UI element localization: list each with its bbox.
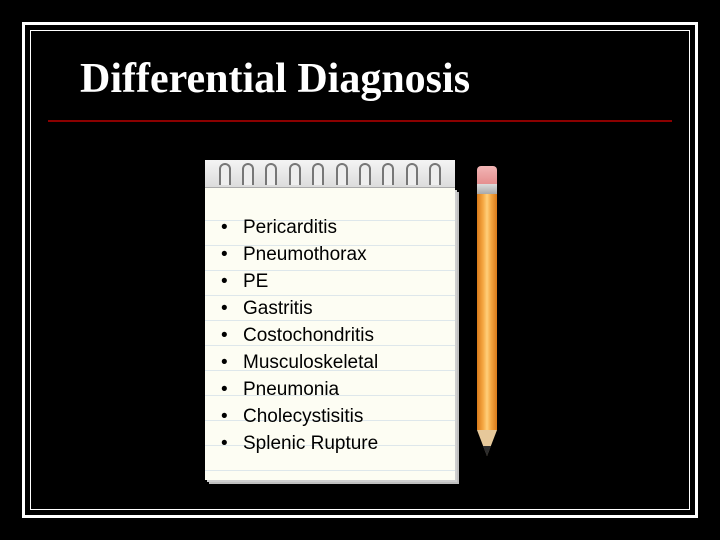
- list-item: PE: [221, 268, 378, 295]
- binding-ring-icon: [242, 163, 254, 185]
- pencil-eraser: [477, 166, 497, 184]
- pencil-icon: [477, 166, 497, 470]
- pencil-shaft: [477, 194, 497, 430]
- notepad-content: Pericarditis Pneumothorax PE Gastritis C…: [221, 214, 378, 457]
- pencil-wood: [477, 430, 497, 456]
- diagnosis-list: Pericarditis Pneumothorax PE Gastritis C…: [221, 214, 378, 457]
- list-item: Splenic Rupture: [221, 430, 378, 457]
- pencil-lead: [483, 446, 491, 456]
- list-item: Musculoskeletal: [221, 349, 378, 376]
- binding-ring-icon: [312, 163, 324, 185]
- binding-ring-icon: [359, 163, 371, 185]
- binding-ring-icon: [336, 163, 348, 185]
- notepad-sheet: Pericarditis Pneumothorax PE Gastritis C…: [205, 188, 455, 480]
- binding-ring-icon: [289, 163, 301, 185]
- list-item: Pericarditis: [221, 214, 378, 241]
- list-item: Pneumothorax: [221, 241, 378, 268]
- notepad-binding: [205, 160, 455, 188]
- binding-ring-icon: [429, 163, 441, 185]
- binding-ring-icon: [382, 163, 394, 185]
- list-item: Gastritis: [221, 295, 378, 322]
- binding-ring-icon: [406, 163, 418, 185]
- slide: Differential Diagnosis Pericarditis Pneu…: [0, 0, 720, 540]
- list-item: Cholecystisitis: [221, 403, 378, 430]
- list-item: Pneumonia: [221, 376, 378, 403]
- notepad: Pericarditis Pneumothorax PE Gastritis C…: [195, 160, 515, 480]
- title-underline: [48, 120, 672, 122]
- list-item: Costochondritis: [221, 322, 378, 349]
- page-title: Differential Diagnosis: [80, 55, 470, 103]
- pencil-ferrule: [477, 184, 497, 194]
- binding-ring-icon: [265, 163, 277, 185]
- binding-ring-icon: [219, 163, 231, 185]
